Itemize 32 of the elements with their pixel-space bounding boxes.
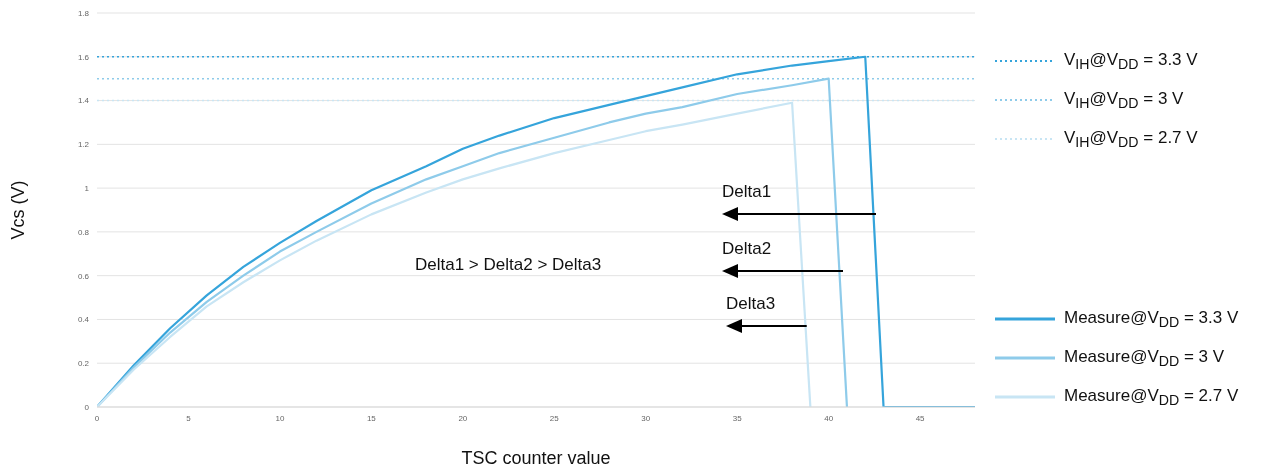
legend-label: V$_{IH}$@V$_{DD}$ = 3.3 V: [1064, 50, 1198, 73]
annotation: Delta3: [726, 294, 776, 314]
y-tick-label: 1.4: [77, 96, 90, 106]
y-axis-title: Vcs (V): [8, 180, 29, 240]
y-tick-label: 1.6: [77, 52, 90, 62]
y-tick-label: 0: [84, 402, 90, 412]
y-tick-label: 0.8: [77, 227, 90, 237]
x-tick-label: 15: [366, 413, 377, 423]
y-tick-label: 1: [84, 183, 90, 193]
y-tick-label: 1.8: [77, 8, 90, 18]
x-tick-label: 45: [915, 413, 926, 423]
x-tick-label: 30: [641, 413, 651, 423]
legend-label: V$_{IH}$@V$_{DD}$ = 3 V: [1064, 89, 1184, 112]
legend-label: Measure@V$_{DD}$ = 3.3 V: [1064, 308, 1239, 331]
annotation: Delta1 > Delta2 > Delta3: [415, 255, 602, 275]
y-tick-label: 0.4: [77, 315, 90, 325]
x-tick-label: 5: [186, 413, 192, 423]
x-tick-label: 10: [275, 413, 285, 423]
legend-label: Measure@V$_{DD}$ = 3 V: [1064, 347, 1225, 370]
y-tick-label: 0.6: [77, 271, 90, 281]
legend-label: Measure@V$_{DD}$ = 2.7 V: [1064, 386, 1239, 409]
y-tick-label: 0.2: [77, 359, 90, 369]
x-axis-title: TSC counter value: [461, 448, 611, 466]
x-tick-label: 40: [824, 413, 834, 423]
x-tick-label: 20: [458, 413, 468, 423]
x-tick-label: 25: [549, 413, 560, 423]
x-tick-label: 35: [732, 413, 743, 423]
legend-label: V$_{IH}$@V$_{DD}$ = 2.7 V: [1064, 128, 1198, 151]
annotation: Delta1: [722, 182, 772, 203]
y-tick-label: 1.2: [77, 140, 90, 150]
x-tick-label: 0: [94, 413, 100, 423]
annotation: Delta2: [722, 239, 772, 260]
